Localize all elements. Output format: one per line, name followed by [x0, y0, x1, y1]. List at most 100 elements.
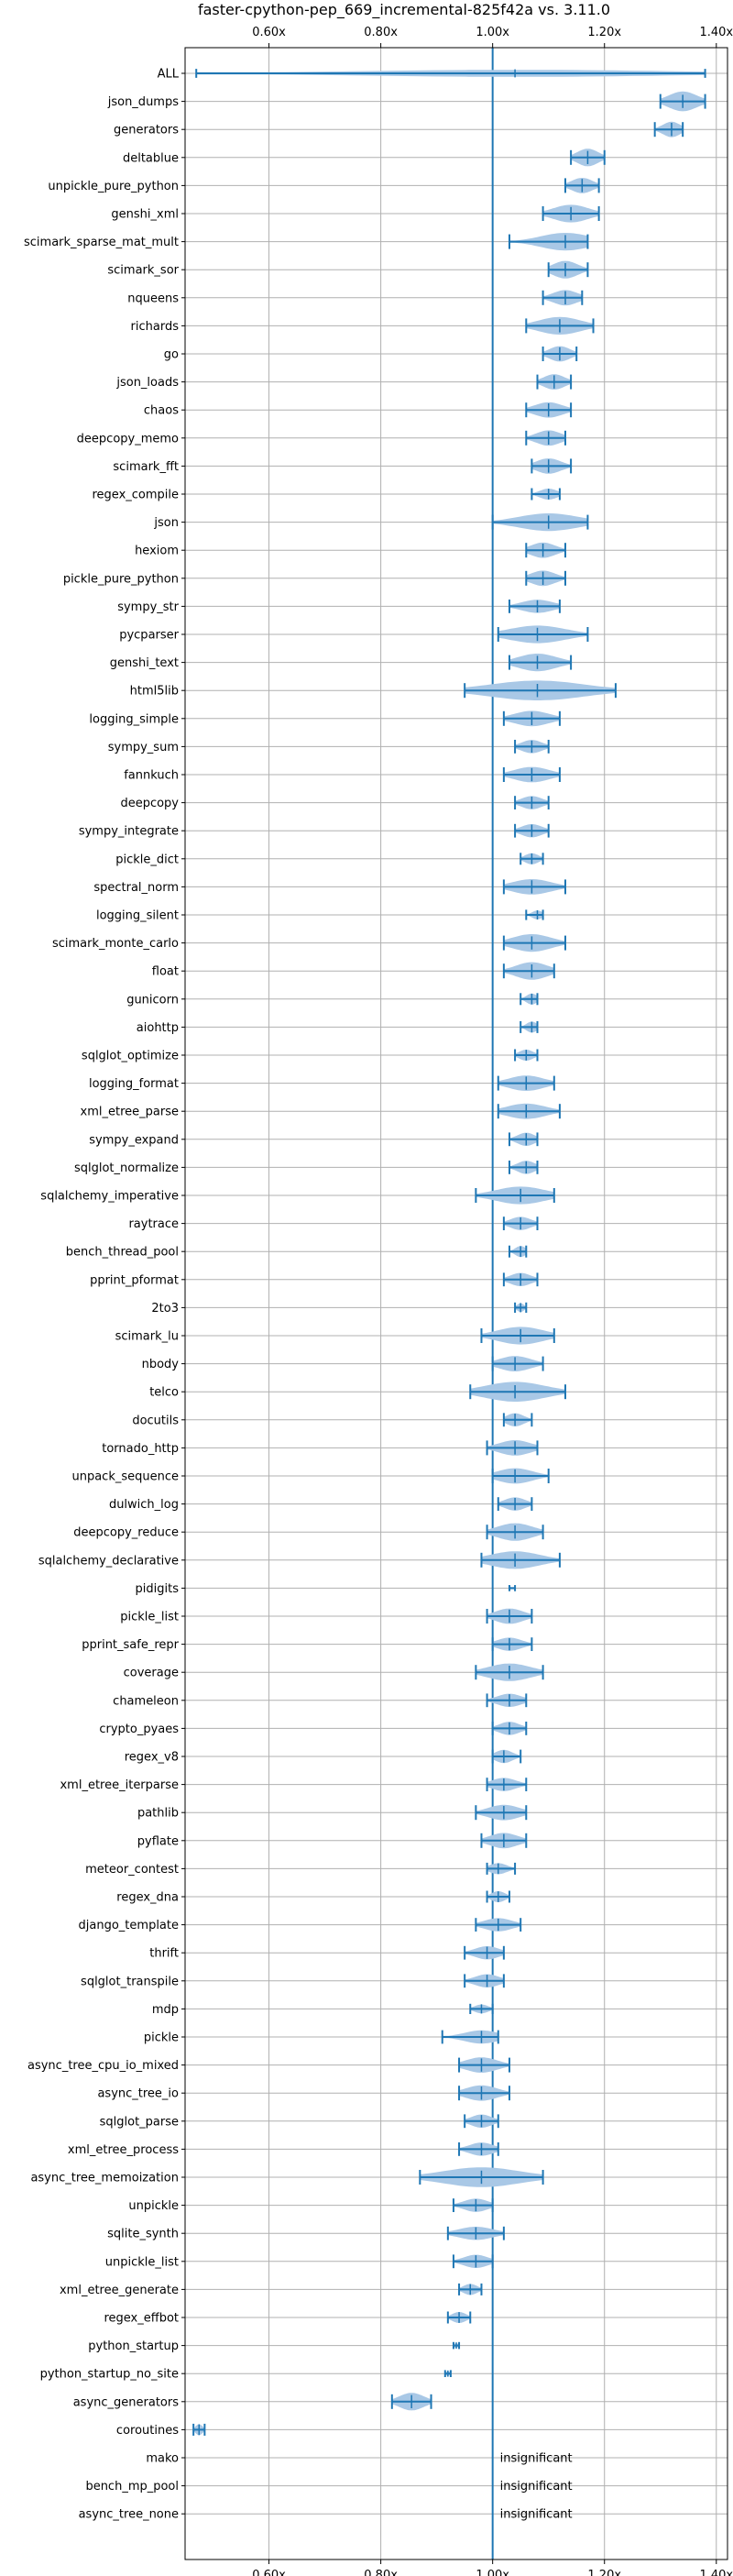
benchmark-label: scimark_sparse_mat_mult	[24, 236, 179, 249]
benchmark-label: logging_simple	[89, 712, 179, 726]
benchmark-label: chaos	[144, 404, 179, 418]
benchmark-label: dulwich_log	[109, 1498, 179, 1512]
benchmark-label: richards	[131, 320, 180, 334]
benchmark-label: sqlalchemy_imperative	[40, 1190, 179, 1204]
x-tick-label: 1.40x	[699, 26, 733, 39]
benchmark-label: regex_v8	[125, 1751, 179, 1765]
benchmark-label: deepcopy	[120, 797, 179, 810]
benchmark-label: sympy_integrate	[79, 825, 179, 839]
benchmark-label: go	[164, 348, 179, 362]
x-tick-label: 1.20x	[587, 26, 621, 39]
benchmark-label: pycparser	[119, 629, 179, 643]
benchmark-label: unpickle_list	[105, 2255, 179, 2269]
benchmark-label: scimark_sor	[107, 264, 179, 278]
benchmark-label: html5lib	[130, 685, 179, 699]
benchmark-label: genshi_text	[110, 656, 179, 670]
benchmark-label: mdp	[152, 2003, 179, 2017]
insignificant-label: insignificant	[500, 2508, 573, 2522]
benchmark-label: docutils	[132, 1414, 179, 1427]
benchmark-label: thrift	[149, 1947, 179, 1961]
benchmark-label: hexiom	[135, 545, 179, 558]
benchmark-label: pickle_list	[120, 1611, 179, 1624]
benchmark-label: xml_etree_parse	[81, 1106, 179, 1119]
benchmark-label: sympy_str	[117, 600, 179, 614]
benchmark-label: deltablue	[123, 151, 179, 165]
benchmark-label: async_tree_none	[79, 2508, 179, 2522]
benchmark-label: bench_mp_pool	[85, 2480, 179, 2493]
benchmark-label: sympy_expand	[89, 1133, 179, 1147]
benchmark-label: pprint_safe_repr	[82, 1638, 179, 1652]
benchmark-label: scimark_lu	[115, 1330, 179, 1344]
benchmark-label: xml_etree_iterparse	[60, 1778, 179, 1792]
benchmark-label: nbody	[142, 1358, 180, 1371]
benchmark-label: mako	[146, 2452, 179, 2466]
benchmark-label: coroutines	[116, 2424, 179, 2438]
benchmark-label: fannkuch	[124, 769, 179, 783]
benchmark-label: unpack_sequence	[71, 1470, 179, 1484]
benchmark-label: deepcopy_reduce	[73, 1526, 179, 1540]
benchmark-label: python_startup	[88, 2339, 179, 2353]
benchmark-label: unpickle_pure_python	[48, 180, 179, 193]
benchmark-label: coverage	[124, 1667, 179, 1680]
benchmark-label: pprint_pformat	[90, 1273, 179, 1287]
benchmark-label: async_tree_io	[97, 2087, 179, 2101]
benchmark-label: sqlglot_parse	[100, 2115, 179, 2129]
benchmark-label: sqlglot_normalize	[74, 1161, 179, 1175]
benchmark-label: json_dumps	[107, 95, 179, 109]
benchmark-label: aiohttp	[137, 1021, 179, 1035]
benchmark-label: async_tree_cpu_io_mixed	[27, 2059, 179, 2073]
benchmark-label: genshi_xml	[111, 208, 179, 222]
benchmark-label: chameleon	[113, 1694, 179, 1708]
benchmark-label: xml_etree_generate	[60, 2284, 179, 2297]
x-axis-ticks: 0.60x 0.60x 0.80x 0.80x 1.00x 1.00x 1.20x 1.20x…	[252, 26, 733, 2576]
benchmark-label: gunicorn	[126, 993, 179, 1007]
x-tick-label: 0.60x	[252, 26, 286, 39]
benchmark-label: pathlib	[137, 1807, 179, 1821]
x-tick-label: 0.60x	[252, 2569, 286, 2576]
benchmark-label: spectral_norm	[93, 881, 179, 895]
benchmark-labels: ALL json_dumps generators deltablue unpickle…	[24, 68, 185, 2522]
benchmark-label: regex_compile	[92, 489, 179, 502]
benchmark-label: deepcopy_memo	[77, 432, 179, 446]
insignificant-label: insignificant	[500, 2480, 573, 2493]
benchmark-label: async_generators	[73, 2395, 180, 2409]
benchmark-label: scimark_fft	[113, 460, 179, 474]
benchmark-label: json	[153, 516, 179, 530]
benchmark-label: float	[152, 965, 179, 979]
grid-lines	[185, 48, 728, 2559]
benchmark-label: bench_thread_pool	[66, 1246, 179, 1260]
benchmark-label: unpickle	[128, 2199, 179, 2213]
benchmark-label: sqlite_synth	[107, 2228, 179, 2241]
benchmark-label: regex_effbot	[104, 2312, 179, 2326]
benchmark-label: pickle_pure_python	[63, 572, 179, 586]
benchmark-label: pidigits	[136, 1582, 180, 1596]
x-tick-label: 1.20x	[587, 2569, 621, 2576]
x-tick-label: 0.80x	[364, 26, 398, 39]
benchmark-label: nqueens	[127, 292, 179, 305]
benchmark-label: raytrace	[128, 1217, 179, 1231]
benchmark-label: meteor_contest	[85, 1863, 179, 1877]
benchmark-label: sqlglot_optimize	[82, 1050, 179, 1063]
benchmark-label: xml_etree_process	[68, 2143, 179, 2157]
x-tick-label: 0.80x	[364, 2569, 398, 2576]
violins: insignificant insignificant insignificant	[192, 48, 706, 2559]
benchmark-label: pickle	[144, 2031, 179, 2045]
x-tick-label: 1.00x	[476, 2569, 509, 2576]
benchmark-label: ALL	[158, 68, 180, 82]
benchmark-label: pyflate	[137, 1834, 179, 1848]
benchmark-label: django_template	[79, 1919, 179, 1932]
x-tick-label: 1.40x	[699, 2569, 733, 2576]
benchmark-label: sqlglot_transpile	[81, 1975, 179, 1988]
benchmark-label: scimark_monte_carlo	[52, 937, 179, 951]
benchmark-label: json_loads	[115, 376, 179, 390]
benchmark-label: sympy_sum	[108, 741, 179, 754]
x-tick-label: 1.00x	[476, 26, 509, 39]
benchmark-label: tornado_http	[102, 1442, 179, 1456]
chart-title: faster-cpython-pep_669_incremental-825f4…	[198, 1, 610, 19]
benchmark-label: async_tree_memoization	[30, 2172, 179, 2185]
benchmark-label: crypto_pyaes	[99, 1723, 179, 1736]
benchmark-label: generators	[114, 124, 179, 138]
benchmark-label: regex_dna	[116, 1891, 179, 1905]
